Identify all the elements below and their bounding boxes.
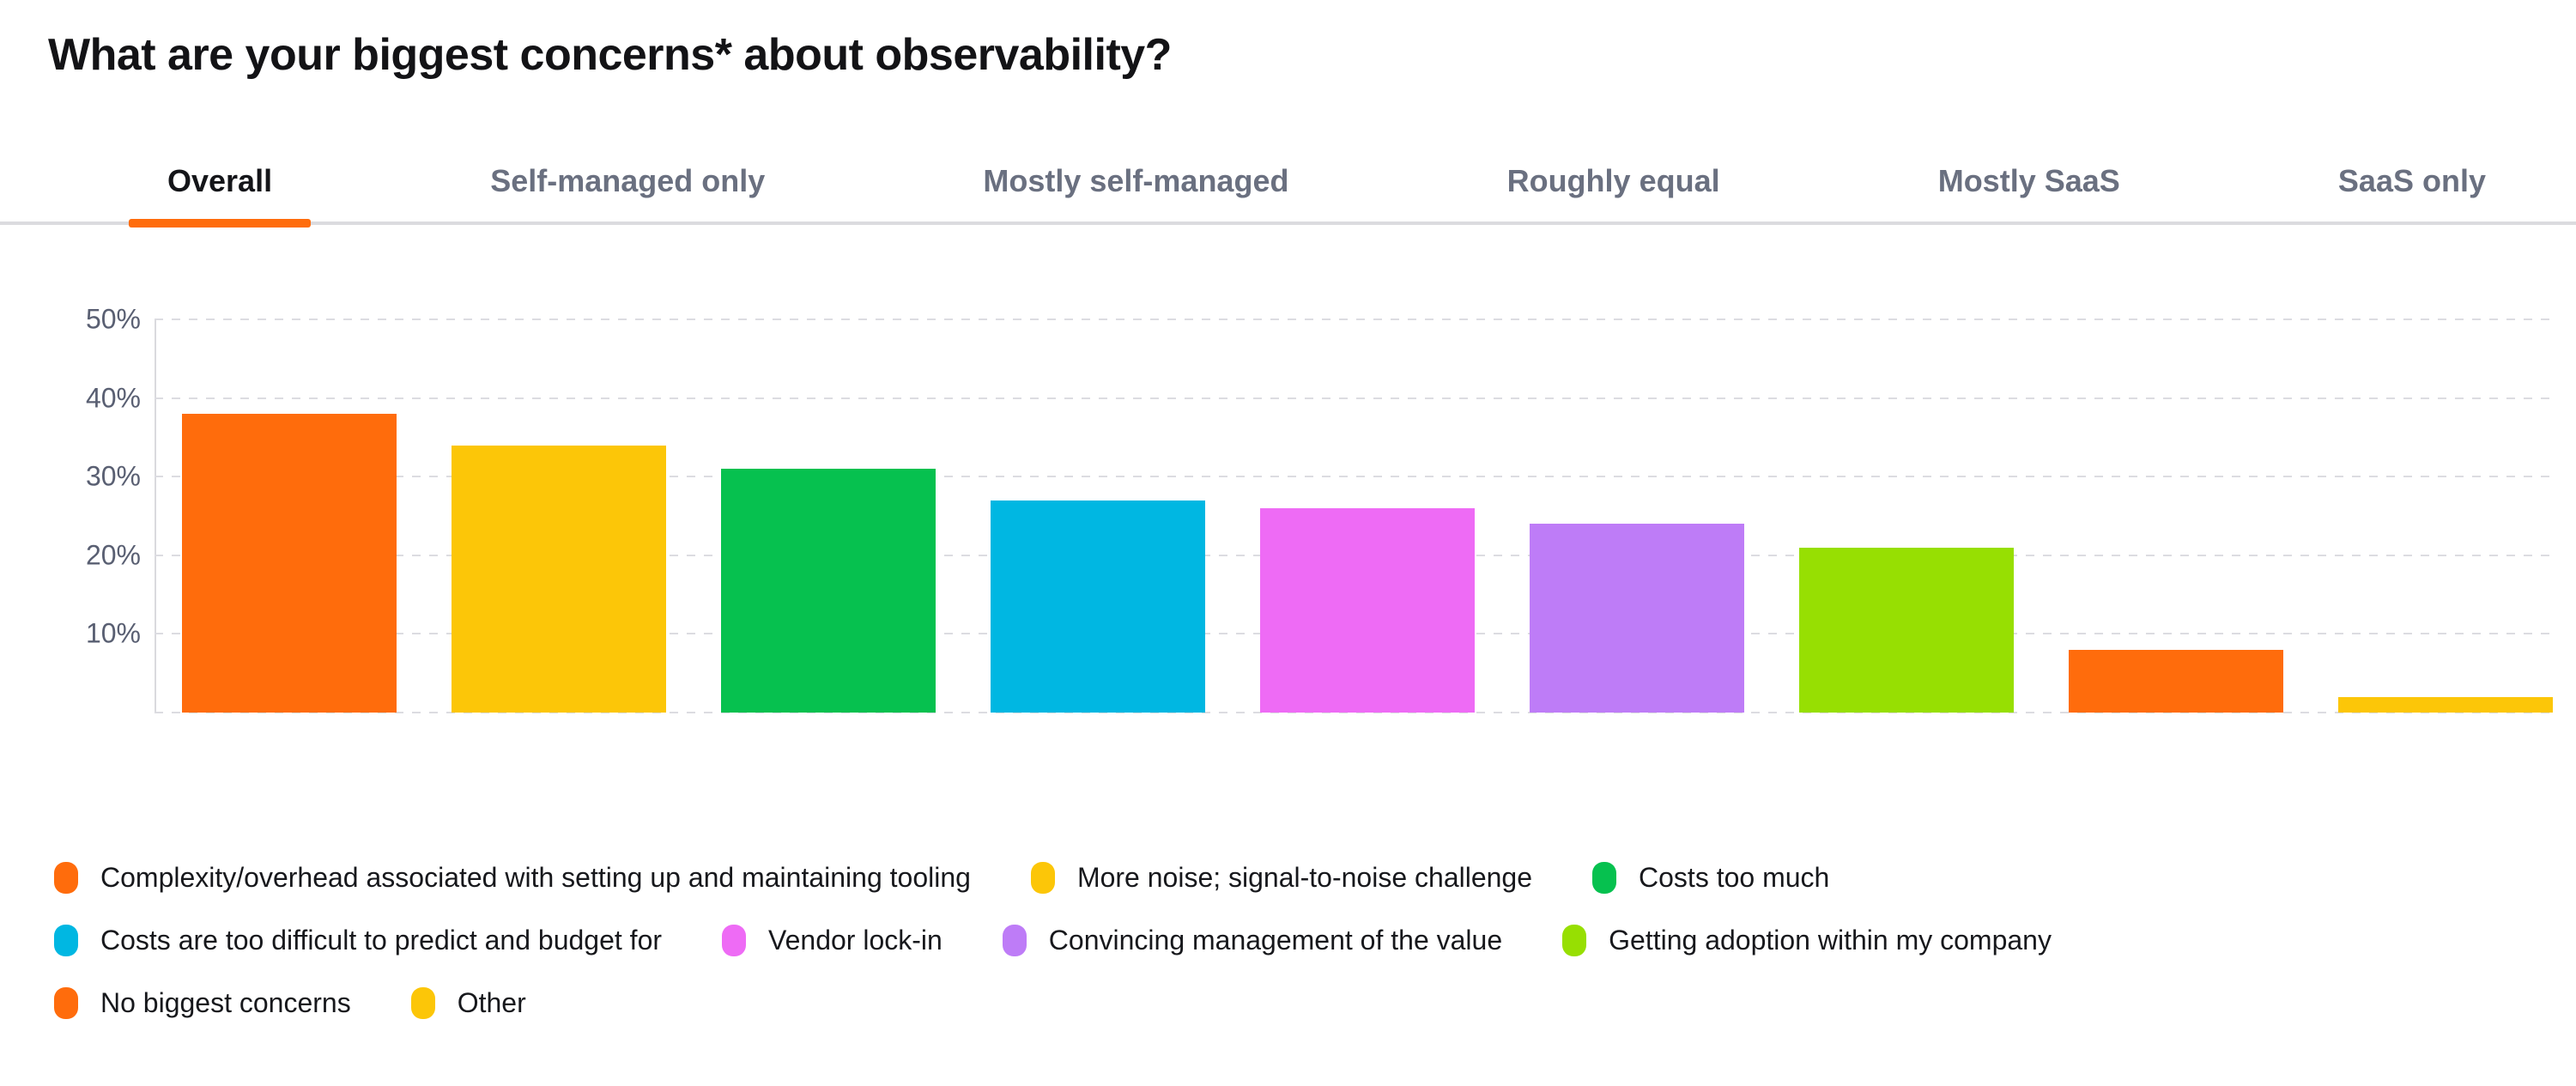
legend-label: Getting adoption within my company — [1609, 925, 2052, 956]
tab-label: Self-managed only — [490, 163, 766, 198]
legend-swatch-icon — [54, 987, 78, 1019]
legend-item-vendor-lock-in: Vendor lock-in — [722, 925, 943, 956]
legend-row: No biggest concerns Other — [54, 987, 2052, 1019]
legend-item-complexity-overhead-associated-with-setting-up-and-maintaining-tooling: Complexity/overhead associated with sett… — [54, 862, 971, 894]
legend-swatch-icon — [1592, 862, 1617, 894]
legend-label: Costs too much — [1639, 862, 1830, 893]
plot-area — [155, 319, 2558, 713]
bar — [2338, 696, 2553, 713]
tab-label: SaaS only — [2337, 163, 2486, 198]
tab-self-managed-only[interactable]: Self-managed only — [452, 163, 803, 221]
legend-label: Complexity/overhead associated with sett… — [100, 862, 971, 893]
tab-label: Overall — [167, 163, 273, 198]
legend-label: Vendor lock-in — [768, 925, 943, 956]
legend-label: Other — [457, 987, 526, 1018]
y-tick-label: 40% — [85, 382, 141, 414]
legend-label: Convincing management of the value — [1048, 925, 1503, 956]
page-title: What are your biggest concerns* about ob… — [48, 30, 1172, 80]
bar — [721, 469, 936, 713]
y-tick-label: 20% — [85, 539, 141, 571]
legend-swatch-icon — [54, 862, 78, 894]
bar — [991, 500, 1205, 713]
bar — [2069, 649, 2283, 713]
bar-chart: 50% 40% 30% 20% 10% — [0, 304, 2576, 713]
y-axis-line — [155, 319, 156, 713]
tab-mostly-self-managed[interactable]: Mostly self-managed — [944, 163, 1327, 221]
legend-swatch-icon — [54, 925, 78, 956]
bar — [1530, 524, 1744, 713]
legend-label: Costs are too difficult to predict and b… — [100, 925, 663, 956]
legend-swatch-icon — [1002, 925, 1027, 956]
chart-legend: Complexity/overhead associated with sett… — [54, 862, 2052, 1019]
y-tick-label: 50% — [85, 303, 141, 335]
tab-label: Mostly self-managed — [983, 163, 1289, 198]
tab-saas-only[interactable]: SaaS only — [2300, 163, 2524, 221]
legend-swatch-icon — [1562, 925, 1587, 956]
legend-item-costs-are-too-difficult-to-predict-and-budget-for: Costs are too difficult to predict and b… — [54, 925, 662, 956]
y-tick-label: 10% — [85, 617, 141, 649]
legend-item-other: Other — [410, 987, 526, 1019]
legend-swatch-icon — [410, 987, 435, 1019]
tab-roughly-equal[interactable]: Roughly equal — [1469, 163, 1759, 221]
gridline-40 — [155, 397, 2558, 399]
gridline-50 — [155, 319, 2558, 320]
active-tab-underline — [129, 219, 312, 228]
y-tick-label: 30% — [85, 460, 141, 492]
legend-label: No biggest concerns — [100, 987, 351, 1018]
legend-swatch-icon — [1030, 862, 1055, 894]
legend-item-more-noise-signal-to-noise-challenge: More noise; signal-to-noise challenge — [1030, 862, 1533, 894]
gridline-0 — [155, 712, 2558, 713]
legend-swatch-icon — [722, 925, 747, 956]
tab-label: Roughly equal — [1506, 163, 1720, 198]
legend-label: More noise; signal-to-noise challenge — [1076, 862, 1533, 893]
legend-item-convincing-management-of-the-value: Convincing management of the value — [1002, 925, 1503, 956]
bar — [1799, 547, 2014, 713]
bar — [1260, 507, 1475, 713]
legend-item-costs-too-much: Costs too much — [1592, 862, 1829, 894]
legend-row: Costs are too difficult to predict and b… — [54, 925, 2052, 956]
bar — [182, 413, 397, 713]
tab-bar: Overall Self-managed only Mostly self-mana… — [0, 144, 2576, 228]
tab-overall[interactable]: Overall — [129, 163, 312, 228]
tab-label: Mostly SaaS — [1937, 163, 2120, 198]
legend-item-getting-adoption-within-my-company: Getting adoption within my company — [1562, 925, 2052, 956]
bar — [452, 445, 666, 713]
tab-mostly-saas[interactable]: Mostly SaaS — [1900, 163, 2159, 221]
gridline-30 — [155, 476, 2558, 478]
bar-group — [182, 319, 2553, 713]
legend-row: Complexity/overhead associated with sett… — [54, 862, 2052, 894]
legend-item-no-biggest-concerns: No biggest concerns — [54, 987, 351, 1019]
